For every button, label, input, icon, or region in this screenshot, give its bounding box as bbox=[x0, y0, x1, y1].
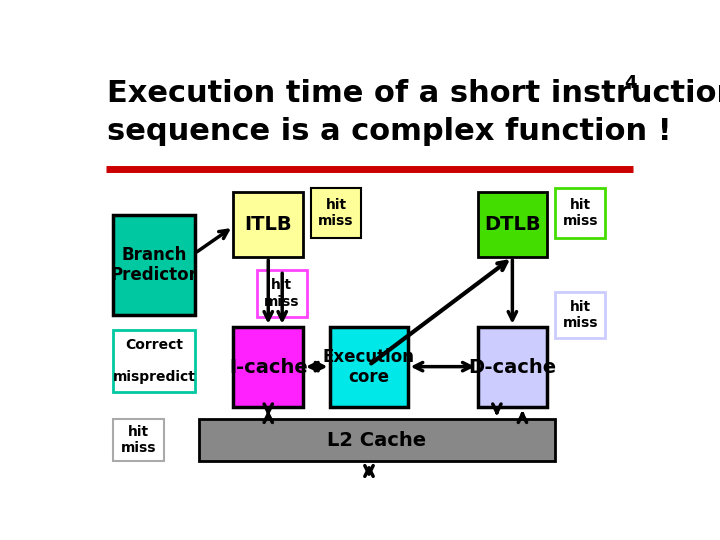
Text: DTLB: DTLB bbox=[484, 215, 541, 234]
Text: Execution time of a short instruction: Execution time of a short instruction bbox=[107, 79, 720, 107]
Bar bbox=[199, 419, 555, 461]
Bar bbox=[555, 188, 606, 238]
Text: Execution
core: Execution core bbox=[323, 348, 415, 387]
Bar bbox=[233, 327, 303, 408]
Bar bbox=[555, 292, 606, 338]
Text: hit
miss: hit miss bbox=[121, 425, 156, 455]
Text: 4: 4 bbox=[624, 74, 636, 92]
Text: D-cache: D-cache bbox=[468, 357, 557, 376]
Bar bbox=[477, 327, 547, 408]
Text: sequence is a complex function !: sequence is a complex function ! bbox=[107, 117, 672, 146]
Text: ITLB: ITLB bbox=[244, 215, 292, 234]
Bar bbox=[233, 192, 303, 257]
Text: hit
miss: hit miss bbox=[562, 198, 598, 228]
Bar bbox=[256, 271, 307, 316]
Text: L2 Cache: L2 Cache bbox=[327, 431, 426, 450]
Text: Branch
Predictor: Branch Predictor bbox=[110, 246, 197, 285]
Bar bbox=[477, 192, 547, 257]
Text: hit
miss: hit miss bbox=[264, 279, 300, 308]
Text: Correct

mispredict: Correct mispredict bbox=[112, 338, 195, 384]
Bar bbox=[113, 330, 194, 392]
Text: hit
miss: hit miss bbox=[562, 300, 598, 330]
Bar bbox=[113, 419, 163, 461]
Bar bbox=[330, 327, 408, 408]
Bar bbox=[113, 215, 194, 315]
Text: hit
miss: hit miss bbox=[318, 198, 354, 228]
Bar bbox=[311, 188, 361, 238]
Text: I-cache: I-cache bbox=[229, 357, 307, 376]
